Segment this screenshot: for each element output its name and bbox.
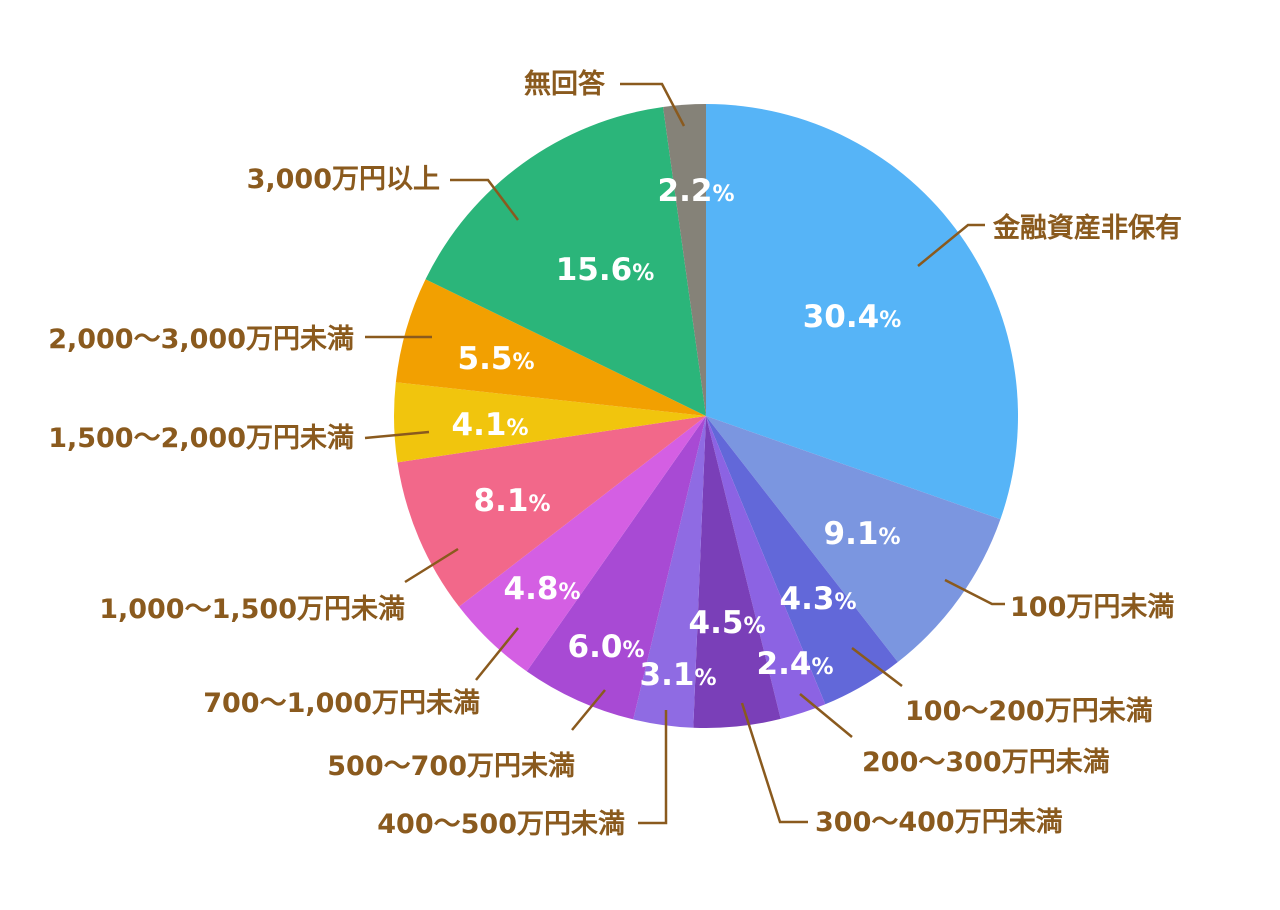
category-label-4: 200〜300万円未満	[862, 747, 1110, 778]
value-label-4: 2.4%	[757, 646, 834, 682]
value-label-2: 9.1%	[824, 516, 901, 552]
leader-lines	[364, 82, 1005, 825]
pie-slices	[394, 104, 1018, 728]
leader-line-2	[944, 578, 1005, 606]
pie-slice-8	[459, 416, 706, 672]
pie-slice-10	[394, 382, 706, 463]
leader-line-6	[638, 710, 668, 825]
category-label-1: 金融資産非保有	[992, 212, 1182, 244]
category-label-12: 3,000万円以上	[247, 164, 440, 195]
leader-line-5	[740, 702, 808, 824]
pie-slice-3	[706, 416, 898, 705]
value-label-7: 6.0%	[568, 629, 645, 665]
category-label-13: 無回答	[524, 68, 606, 100]
leader-line-4	[799, 693, 853, 738]
value-label-13: 2.2%	[658, 173, 735, 209]
leader-line-1	[917, 223, 985, 267]
pie-slice-7	[526, 416, 706, 720]
category-label-3: 100〜200万円未満	[905, 696, 1153, 727]
category-label-6: 400〜500万円未満	[377, 809, 625, 840]
pie-slice-6	[633, 416, 706, 728]
leader-line-9	[404, 547, 459, 584]
category-label-8: 700〜1,000万円未満	[203, 688, 480, 719]
pie-slice-9	[397, 416, 706, 607]
leader-line-7	[571, 689, 606, 731]
leader-line-10	[364, 430, 430, 440]
pie-slice-11	[395, 279, 706, 416]
category-label-11: 2,000〜3,000万円未満	[48, 324, 354, 355]
value-label-12: 15.6%	[556, 252, 655, 288]
pie-slice-4	[706, 416, 826, 719]
category-label-7: 500〜700万円未満	[327, 751, 575, 782]
value-label-6: 3.1%	[640, 657, 717, 693]
leader-line-12	[450, 178, 519, 221]
value-label-10: 4.1%	[452, 407, 529, 443]
value-label-8: 4.8%	[504, 571, 581, 607]
pie-slice-5	[693, 416, 781, 728]
value-labels: 30.4% 9.1% 4.3% 2.4% 4.5% 3.1%6.0% 4.8% 8.1% 4.1…	[452, 173, 902, 693]
category-labels: 金融資産非保有 100万円未満 100〜200万円未満 200〜300万円未満 300〜…	[48, 68, 1182, 840]
value-label-9: 8.1%	[474, 483, 551, 519]
pie-slice-1	[706, 104, 1018, 520]
value-label-1: 30.4%	[803, 299, 902, 335]
pie-slice-2	[706, 416, 1001, 663]
leader-line-13	[620, 82, 686, 127]
category-label-2: 100万円未満	[1010, 592, 1174, 623]
leader-line-8	[475, 627, 519, 681]
value-label-11: 5.5%	[458, 341, 535, 377]
category-label-5: 300〜400万円未満	[815, 807, 1063, 838]
value-label-5: 4.5%	[689, 605, 766, 641]
pie-slice-13	[663, 104, 706, 416]
category-label-9: 1,000〜1,500万円未満	[99, 594, 405, 625]
pie-slice-12	[425, 106, 706, 416]
value-label-3: 4.3%	[780, 581, 857, 617]
category-label-10: 1,500〜2,000万円未満	[48, 423, 354, 454]
leader-line-3	[851, 647, 903, 687]
